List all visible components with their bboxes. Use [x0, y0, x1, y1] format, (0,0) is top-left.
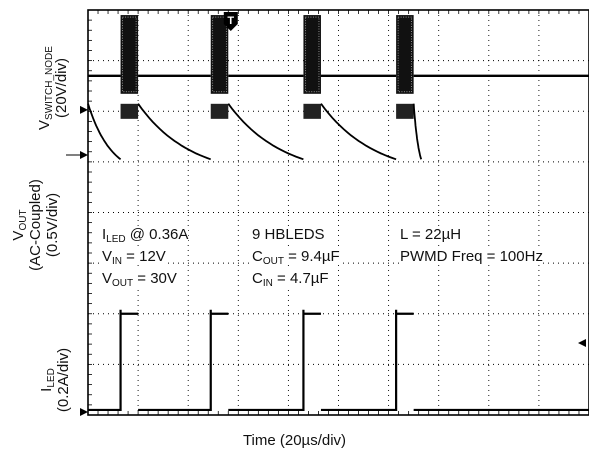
- switch-burst-texture: [212, 16, 227, 93]
- switch-burst-block: [120, 15, 139, 94]
- vout-ripple-segment: [227, 103, 304, 161]
- vout-ripple-segment: [320, 103, 397, 161]
- ch1-scale: (20V/div): [53, 57, 70, 119]
- ann-cout-sub: OUT: [262, 256, 284, 267]
- ch1-label-main: V: [36, 119, 53, 130]
- switch-burst-block: [396, 15, 414, 94]
- ann-vin-rest: = 12V: [122, 248, 166, 265]
- switch-burst-block: [210, 15, 229, 94]
- switch-burst-tail: [396, 103, 414, 119]
- switch-burst-tail: [120, 103, 139, 119]
- ann-pwm-freq-text: PWMD Freq = 100Hz: [400, 248, 543, 265]
- ch3-level-arrow: [80, 407, 88, 416]
- ch2-scale: (0.5V/div): [44, 192, 61, 258]
- ann-cout-rest: = 9.4µF: [283, 248, 340, 265]
- switch-burst-texture: [305, 16, 320, 93]
- ch2-axis-label: VOUT (AC-Coupled) (0.5V/div): [10, 150, 61, 300]
- ch3-scale: (0.2A/div): [55, 347, 72, 413]
- ann-inductor-text: L = 22µH: [400, 226, 462, 243]
- trigger-marker: [223, 12, 238, 31]
- switch-burst-texture: [397, 16, 412, 93]
- ch3-label-main: I: [38, 387, 55, 392]
- grid: [87, 9, 589, 416]
- annotation-vout: VOUT = 30V: [102, 270, 177, 289]
- ch1-level-arrow: [80, 105, 88, 114]
- ann-cin-sub: IN: [262, 278, 273, 289]
- ann-iled-sub: LED: [106, 234, 126, 245]
- ann-hbleds-text: 9 HBLEDS: [252, 226, 325, 243]
- ann-vin-main: V: [102, 248, 113, 265]
- switch-burst-tail: [210, 103, 229, 119]
- switch-burst-tail: [303, 103, 321, 119]
- level-markers: T: [66, 12, 586, 416]
- ann-iled-main: I: [102, 226, 107, 243]
- trigger-marker-label: T: [227, 15, 234, 27]
- ann-vout-main: V: [102, 270, 113, 287]
- switch-burst-texture: [122, 16, 137, 93]
- switch-burst-block: [303, 15, 321, 94]
- ch2-coupling: (AC-Coupled): [27, 179, 44, 271]
- trigger-level-arrow: [578, 339, 586, 347]
- annotation-vin: VIN = 12V: [102, 248, 166, 267]
- vout-ripple-segment: [137, 103, 212, 161]
- annotation-hbleds: 9 HBLEDS: [252, 226, 325, 243]
- ann-vin-sub: IN: [112, 256, 123, 267]
- ann-vout-rest: = 30V: [133, 270, 177, 287]
- annotation-cout: COUT = 9.4µF: [252, 248, 340, 267]
- ann-iled-rest: @ 0.36A: [125, 226, 189, 243]
- ch2-label-main: V: [10, 230, 27, 241]
- ann-cin-main: C: [252, 270, 263, 287]
- ann-cout-main: C: [252, 248, 263, 265]
- vout-ripple-segment: [87, 103, 122, 161]
- x-axis-label: Time (20µs/div): [242, 432, 347, 449]
- traces: [87, 15, 589, 412]
- iled-trace: [88, 309, 589, 412]
- ann-cin-rest: = 4.7µF: [272, 270, 329, 287]
- ch3-axis-label: ILED (0.2A/div): [38, 330, 72, 430]
- annotation-pwm-freq: PWMD Freq = 100Hz: [400, 248, 543, 265]
- vout-ripple-segment: [412, 103, 423, 160]
- ann-vout-sub: OUT: [112, 278, 134, 289]
- ch1-axis-label: VSWITCH_NODE (20V/div): [36, 4, 70, 172]
- annotation-cin: CIN = 4.7µF: [252, 270, 329, 289]
- annotation-inductor: L = 22µH: [400, 226, 462, 243]
- annotation-iled: ILED @ 0.36A: [102, 226, 189, 245]
- ch2-level-arrow: [80, 151, 88, 159]
